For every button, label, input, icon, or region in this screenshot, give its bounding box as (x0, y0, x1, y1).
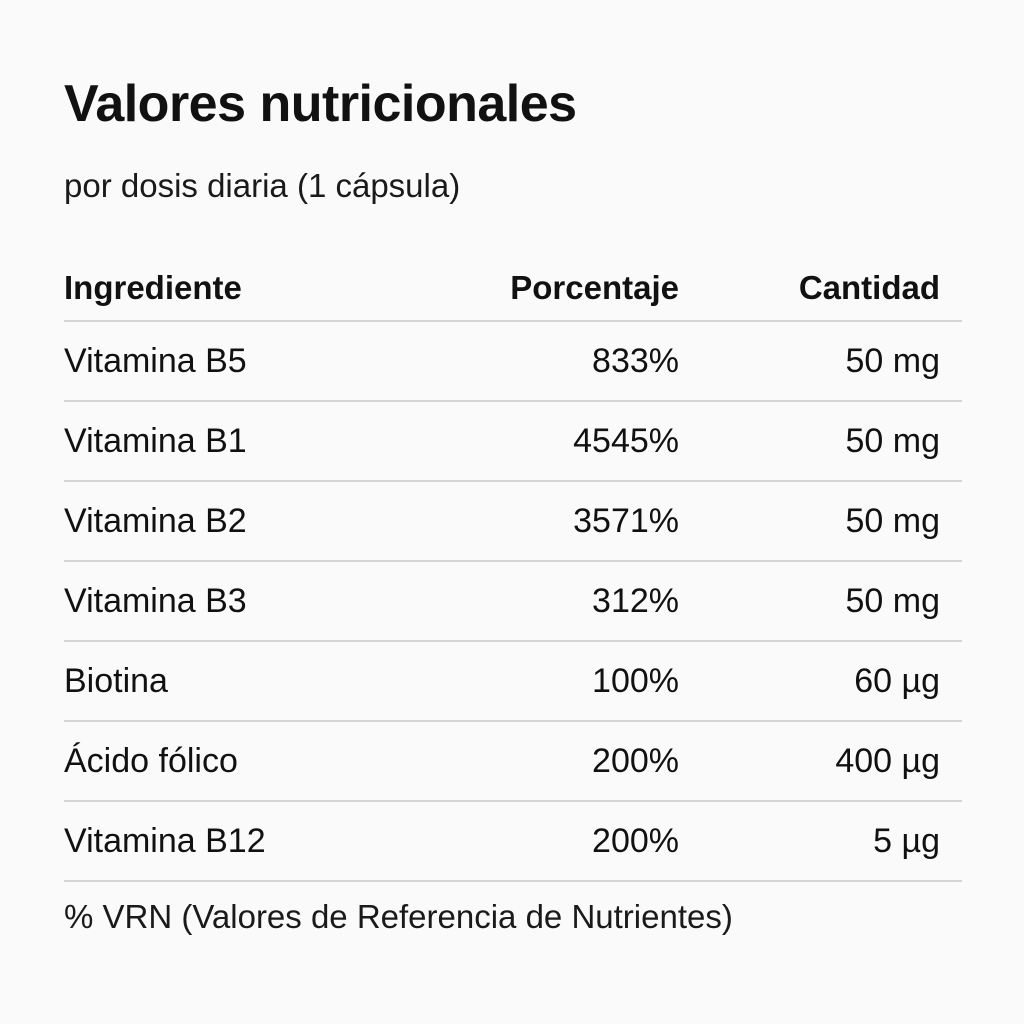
ingredient-cell: Vitamina B5 (64, 341, 247, 380)
table-row: Vitamina B3 312% 50 mg (64, 562, 962, 642)
percent-cell: 3571% (573, 501, 679, 540)
page-subtitle: por dosis diaria (1 cápsula) (64, 167, 461, 204)
nutrition-table: Ingrediente Porcentaje Cantidad Vitamina… (64, 255, 962, 882)
footnote: % VRN (Valores de Referencia de Nutrient… (64, 898, 733, 935)
ingredient-cell: Vitamina B12 (64, 821, 266, 860)
table-row: Ácido fólico 200% 400 µg (64, 722, 962, 802)
percent-cell: 312% (592, 581, 679, 620)
ingredient-cell: Ácido fólico (64, 741, 238, 780)
amount-cell: 50 mg (845, 421, 941, 460)
table-row: Biotina 100% 60 µg (64, 642, 962, 722)
column-header-ingredient: Ingrediente (64, 268, 242, 306)
table-row: Vitamina B2 3571% 50 mg (64, 482, 962, 562)
page-title: Valores nutricionales (64, 75, 577, 133)
table-header-row: Ingrediente Porcentaje Cantidad (64, 255, 962, 322)
table-row: Vitamina B5 833% 50 mg (64, 322, 962, 402)
percent-cell: 833% (592, 341, 679, 380)
column-header-amount: Cantidad (798, 268, 940, 306)
column-header-percent: Porcentaje (510, 268, 679, 306)
amount-cell: 50 mg (845, 581, 941, 620)
percent-cell: 100% (592, 661, 679, 700)
percent-cell: 200% (592, 821, 679, 860)
table-row: Vitamina B1 4545% 50 mg (64, 402, 962, 482)
table-row: Vitamina B12 200% 5 µg (64, 802, 962, 882)
ingredient-cell: Vitamina B3 (64, 581, 247, 620)
amount-cell: 50 mg (845, 501, 941, 540)
ingredient-cell: Vitamina B2 (64, 501, 247, 540)
ingredient-cell: Vitamina B1 (64, 421, 247, 460)
percent-cell: 200% (592, 741, 679, 780)
amount-cell: 50 mg (845, 341, 941, 380)
amount-cell: 60 µg (854, 661, 940, 700)
amount-cell: 5 µg (873, 821, 940, 860)
amount-cell: 400 µg (835, 741, 940, 780)
percent-cell: 4545% (573, 421, 679, 460)
ingredient-cell: Biotina (64, 661, 168, 700)
